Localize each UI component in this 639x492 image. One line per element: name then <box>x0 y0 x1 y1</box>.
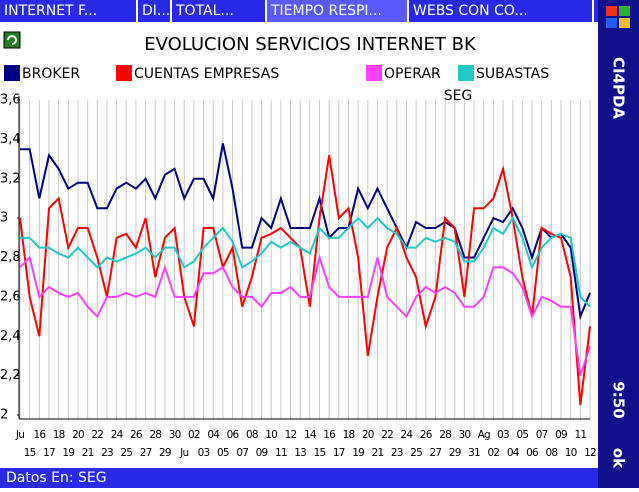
x-tick-label: 23 <box>391 447 403 459</box>
x-tick-label: 15 <box>314 447 326 459</box>
x-tick-label: 02 <box>188 429 200 441</box>
x-tick-label: 20 <box>72 429 84 441</box>
x-tick-label: 24 <box>401 429 414 441</box>
side-bar: CI4PDA 9:50 ok <box>598 0 639 488</box>
x-tick-label: 21 <box>82 447 94 459</box>
x-tick-label: 22 <box>91 429 103 441</box>
chart-title: EVOLUCION SERVICIOS INTERNET BK <box>144 34 477 55</box>
x-tick-label: 06 <box>526 447 539 459</box>
x-tick-label: 19 <box>62 447 74 459</box>
series-line <box>20 143 591 321</box>
x-tick-label: 27 <box>140 447 152 459</box>
x-tick-label: 25 <box>120 447 132 459</box>
clock: 9:50 <box>610 381 628 418</box>
tab[interactable]: WEBS CON CO... <box>409 0 594 22</box>
x-tick-label: 13 <box>294 447 306 459</box>
ok-button[interactable]: ok <box>610 448 628 469</box>
x-tick-label: 22 <box>381 429 393 441</box>
series-line <box>19 253 591 376</box>
legend-label: SUBASTAS <box>476 66 549 82</box>
x-tick-label: 15 <box>24 447 36 459</box>
legend-swatch <box>116 65 132 81</box>
x-tick-label: 05 <box>217 447 229 459</box>
y-tick-label: 2,4 <box>0 329 21 344</box>
x-tick-label: 08 <box>246 429 258 441</box>
x-tick-label: 29 <box>449 447 461 459</box>
x-tick-label: 16 <box>323 429 336 441</box>
y-tick-label: 3,2 <box>0 171 21 186</box>
x-tick-label: 28 <box>149 429 161 441</box>
x-tick-label: 26 <box>420 429 433 441</box>
start-icon[interactable] <box>606 6 630 28</box>
x-tick-label: 30 <box>169 429 181 441</box>
x-tick-label: 19 <box>352 447 364 459</box>
legend-swatch <box>366 65 382 81</box>
y-unit: SEG <box>444 88 473 104</box>
status-bar: Datos En: SEG <box>0 468 598 488</box>
x-tick-label: 20 <box>362 429 374 441</box>
x-tick-label: 12 <box>285 429 297 441</box>
x-tick-label: Ju <box>15 429 24 441</box>
x-tick-label: 29 <box>159 447 171 459</box>
x-tick-label: 09 <box>256 447 268 459</box>
x-tick-label: 28 <box>439 429 451 441</box>
x-tick-label: 27 <box>430 447 442 459</box>
series-line <box>20 216 591 308</box>
x-tick-label: 26 <box>130 429 143 441</box>
series-line <box>19 154 591 406</box>
x-tick-label: Ju <box>179 447 188 459</box>
x-tick-label: 07 <box>536 429 548 441</box>
legend-swatch <box>4 65 20 81</box>
tab[interactable]: TIEMPO RESPI... <box>267 0 409 22</box>
x-tick-label: Ag <box>478 429 490 441</box>
y-tick-label: 2,8 <box>0 250 21 265</box>
x-tick-label: 04 <box>507 447 520 459</box>
x-tick-label: 14 <box>304 429 317 441</box>
legend-label: BROKER <box>22 66 80 82</box>
x-tick-label: 23 <box>101 447 113 459</box>
y-tick-label: 2,6 <box>0 289 21 304</box>
x-tick-label: 07 <box>236 447 248 459</box>
x-tick-label: 30 <box>459 429 471 441</box>
x-tick-label: 25 <box>410 447 422 459</box>
tab[interactable]: TOTAL... <box>172 0 267 22</box>
tab[interactable]: INTERNET F... <box>0 0 138 22</box>
x-tick-label: 02 <box>488 447 500 459</box>
x-tick-label: 24 <box>111 429 124 441</box>
x-tick-label: 21 <box>372 447 384 459</box>
x-tick-label: 11 <box>275 447 287 459</box>
legend-label: OPERAR <box>384 66 441 82</box>
y-tick-label: 3,4 <box>0 132 21 147</box>
y-tick-label: 2 <box>0 408 8 423</box>
x-tick-label: 17 <box>43 447 55 459</box>
x-tick-label: 17 <box>333 447 345 459</box>
x-tick-label: 18 <box>343 429 355 441</box>
y-tick-label: 2,2 <box>0 368 21 383</box>
side-panel: CI4PDA 9:50 ok <box>606 6 630 469</box>
legend-swatch <box>458 65 474 81</box>
x-tick-label: 05 <box>516 429 528 441</box>
y-tick-label: 3,6 <box>0 93 21 108</box>
legend-label: CUENTAS EMPRESAS <box>134 66 279 82</box>
x-tick-label: 04 <box>207 429 220 441</box>
x-tick-label: 12 <box>584 447 596 459</box>
x-tick-label: 03 <box>497 429 509 441</box>
x-tick-label: 03 <box>198 447 210 459</box>
x-tick-label: 06 <box>227 429 240 441</box>
x-tick-label: 11 <box>574 429 586 441</box>
app-name: CI4PDA <box>610 57 628 119</box>
x-tick-label: 10 <box>265 429 277 441</box>
tab-bar: INTERNET F... DI... TOTAL... TIEMPO RESPI..… <box>0 0 598 22</box>
x-tick-label: 18 <box>53 429 65 441</box>
x-tick-label: 10 <box>565 447 577 459</box>
y-tick-label: 3 <box>0 211 8 226</box>
x-tick-label: 09 <box>555 429 567 441</box>
x-tick-label: 08 <box>545 447 557 459</box>
tab[interactable]: DI... <box>138 0 172 22</box>
chart: EVOLUCION SERVICIOS INTERNET BK SEG BROK… <box>0 31 597 459</box>
x-tick-label: 16 <box>33 429 46 441</box>
x-tick-label: 31 <box>468 447 480 459</box>
refresh-icon[interactable] <box>3 31 21 49</box>
